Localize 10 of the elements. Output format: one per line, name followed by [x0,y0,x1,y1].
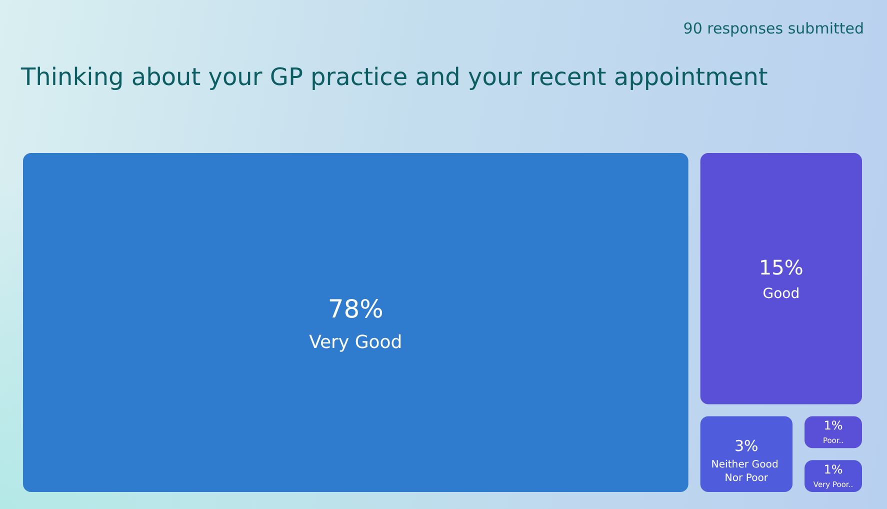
category-label: Neither Good Nor Poor [711,460,782,484]
text: Thinking about your GP practice and your recent appointment [20,63,768,91]
data-label: 1% [824,418,843,433]
data-label: 1% [824,462,843,476]
text: 90 responses submitted [683,20,864,38]
data-label: 78% [328,294,384,324]
category-label: Very Good [309,332,402,353]
data-label: 15% [758,256,804,280]
data-label: 3% [734,436,758,455]
category-label: Good [762,286,800,302]
